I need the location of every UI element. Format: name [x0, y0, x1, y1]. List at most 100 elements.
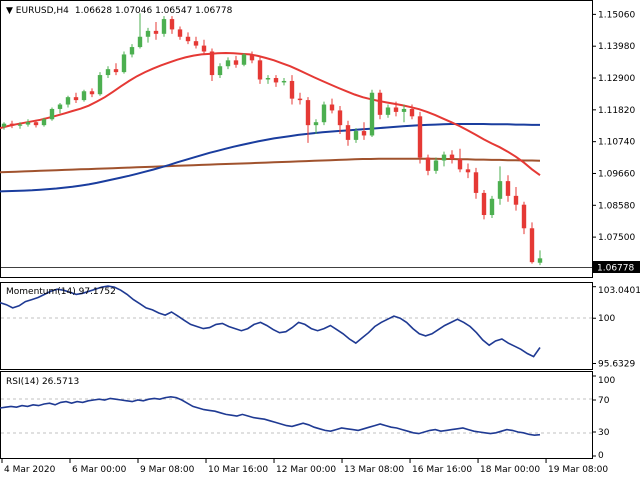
bear-candle-body	[425, 157, 431, 171]
candle	[473, 167, 479, 199]
candle	[457, 148, 463, 173]
candle	[217, 63, 223, 79]
bear-candle-body	[329, 104, 335, 111]
bull-candle-body	[129, 47, 135, 55]
price-tick-label: 1.08580	[598, 201, 635, 211]
momentum-tick-label: 95.6329	[598, 360, 635, 370]
momentum-line	[0, 285, 541, 358]
price-tick-label: 1.09660	[598, 169, 635, 179]
candle	[257, 57, 263, 84]
bear-candle-body	[521, 204, 527, 229]
candle	[313, 119, 319, 134]
candle	[353, 128, 359, 143]
current-price-value: 1.06778	[597, 264, 634, 274]
candle	[425, 154, 431, 176]
candle	[73, 92, 79, 104]
candle	[201, 39, 207, 55]
candle	[121, 51, 127, 74]
candle	[9, 120, 15, 129]
candle	[57, 103, 63, 114]
price-tick-label: 1.12900	[598, 74, 635, 84]
bull-candle-body	[161, 19, 167, 34]
bull-candle-body	[489, 198, 495, 216]
bull-candle-body	[385, 107, 391, 115]
rsi-tick-label: 30	[598, 428, 610, 438]
price-tick-label: 1.15060	[598, 10, 635, 20]
mid-moving-average-line	[0, 123, 540, 193]
rsi-panel[interactable]: RSI(14) 26.5713	[0, 371, 593, 459]
candle	[81, 89, 87, 102]
candle	[337, 106, 343, 134]
bear-candle-body	[449, 154, 455, 160]
bull-candle-body	[25, 122, 31, 125]
candle	[177, 26, 183, 40]
candle	[1, 122, 7, 130]
time-tick-label: 13 Mar 08:00	[344, 465, 404, 475]
time-tick-label: 18 Mar 00:00	[480, 465, 540, 475]
candle	[89, 88, 95, 98]
candle	[449, 150, 455, 164]
candle	[489, 195, 495, 218]
candle	[505, 175, 511, 202]
bear-candle-body	[513, 195, 519, 205]
candle	[465, 163, 471, 179]
bear-candle-body	[297, 98, 303, 101]
momentum-panel[interactable]: Momentum(14) 97.1752	[0, 282, 593, 370]
bear-candle-body	[305, 100, 311, 126]
fast-moving-average-line	[0, 51, 541, 177]
rsi-tick-label: 0	[598, 451, 604, 461]
bull-candle-body	[17, 124, 23, 126]
bear-candle-body	[417, 116, 423, 158]
candle	[129, 44, 135, 58]
bull-candle-body	[137, 36, 143, 48]
candle	[225, 57, 231, 70]
ohlc-values: 1.06628 1.07046 1.06547 1.06778	[75, 6, 233, 16]
bear-candle-body	[409, 108, 415, 117]
bull-candle-body	[321, 104, 327, 123]
price-tick-label: 1.13980	[598, 42, 635, 52]
candle	[521, 201, 527, 235]
rsi-axis: 100 70 30 0	[593, 375, 615, 461]
bear-candle-body	[273, 78, 279, 83]
time-tick-label: 9 Mar 08:00	[140, 465, 195, 475]
time-axis: 4 Mar 2020 6 Mar 00:00 9 Mar 08:00 10 Mar 1…	[1, 459, 608, 475]
bear-candle-body	[529, 228, 535, 263]
candle	[33, 119, 39, 128]
candle	[161, 16, 167, 37]
bull-candle-body	[41, 119, 47, 126]
candle	[281, 78, 287, 86]
bull-candle-body	[121, 54, 127, 73]
bear-candle-body	[89, 91, 95, 95]
bear-candle-body	[177, 29, 183, 37]
bull-candle-body	[441, 154, 447, 161]
momentum-tick-label: 100	[598, 314, 615, 324]
price-tick-label: 1.07500	[598, 233, 635, 243]
candle	[417, 111, 423, 164]
bear-candle-body	[209, 51, 215, 76]
time-tick-label: 16 Mar 16:00	[412, 465, 472, 475]
bull-candle-body	[537, 258, 543, 263]
candle	[17, 122, 23, 129]
bull-candle-body	[241, 54, 247, 65]
candle	[513, 187, 519, 211]
bull-candle-body	[1, 123, 7, 127]
bull-candle-body	[97, 75, 103, 95]
candle	[401, 104, 407, 123]
bull-candle-body	[49, 108, 55, 120]
price-tick-label: 1.11820	[598, 106, 635, 116]
momentum-axis: 103.0401 100 95.6329	[593, 286, 640, 370]
bear-candle-body	[233, 60, 239, 65]
candle	[377, 89, 383, 120]
bull-candle-body	[369, 92, 375, 136]
bear-candle-body	[337, 110, 343, 126]
bull-candle-body	[145, 30, 151, 37]
price-panel[interactable]: ▼ EURUSD,H4 1.06628 1.07046 1.06547 1.067…	[0, 0, 593, 278]
bull-candle-body	[57, 104, 63, 109]
candle	[249, 51, 255, 64]
candle	[441, 151, 447, 167]
candle	[321, 101, 327, 126]
time-tick-label: 4 Mar 2020	[4, 465, 56, 475]
candle	[169, 16, 175, 34]
bear-candle-body	[457, 159, 463, 170]
